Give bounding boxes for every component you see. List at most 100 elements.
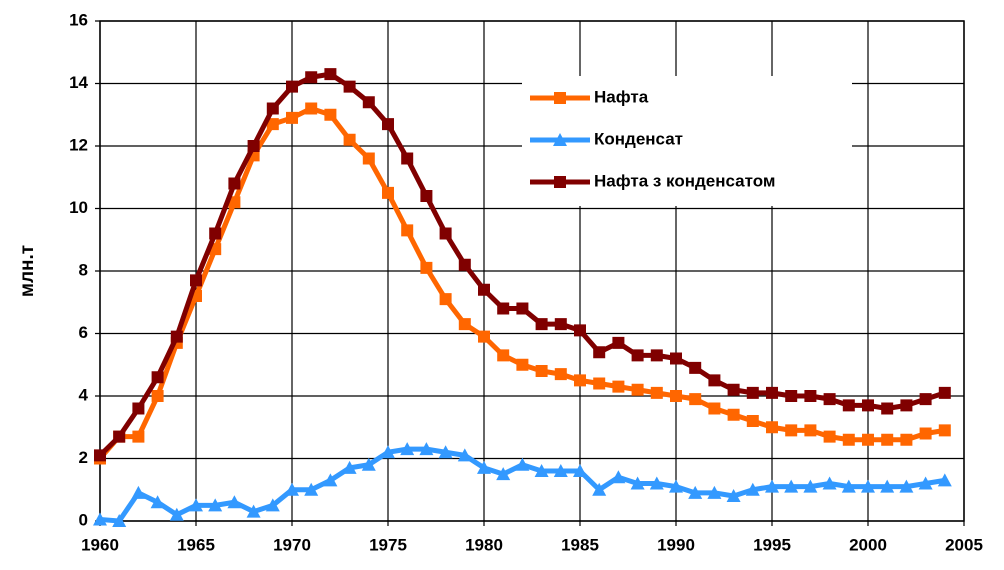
point [304,482,319,496]
point [208,498,223,512]
point [900,433,913,446]
x-tick-label: 1970 [273,535,311,554]
point [842,399,855,412]
point [611,470,626,484]
point [554,368,567,381]
legend-label: Конденсат [594,129,683,148]
point [228,177,241,190]
point [458,318,471,331]
point [804,390,817,402]
point [190,274,202,287]
point [574,374,586,387]
point [766,386,778,399]
point [189,498,203,512]
point [362,96,375,109]
x-tick-label: 1990 [657,535,695,554]
point [726,489,741,502]
y-tick-label: 6 [79,323,88,342]
point [745,482,760,496]
point [785,390,798,402]
point [132,402,145,415]
point [419,442,434,456]
point [516,358,529,371]
point [708,374,721,387]
point [457,448,472,462]
point [573,464,587,477]
point [593,377,606,390]
plot-border [99,20,965,522]
point [266,118,279,131]
point [899,479,914,493]
point [305,102,318,115]
x-tick-label: 1960 [81,535,119,554]
point [554,318,567,331]
point [266,102,279,115]
legend-marker [553,133,567,146]
point [612,380,625,393]
y-tick-label: 16 [69,10,88,29]
legend-marker [554,92,566,104]
point [131,485,146,499]
point [497,349,510,362]
point [727,408,740,421]
point [670,352,682,365]
y-tick-label: 10 [69,198,88,217]
point [881,402,894,415]
point [630,476,645,490]
point [669,479,683,493]
y-tick-label: 2 [79,448,88,467]
x-tick-label: 1975 [369,535,407,554]
point [169,507,184,521]
point [593,346,606,359]
point [861,479,875,493]
point [438,445,453,459]
point [382,186,394,199]
x-tick-label: 1965 [177,535,215,554]
point [478,283,490,296]
point [881,433,894,446]
point [150,495,165,509]
point [420,190,433,202]
legend-marker [554,176,566,188]
point [823,393,836,406]
point [804,424,817,437]
point [496,467,511,481]
x-tick-label: 1980 [465,535,503,554]
point [841,479,856,493]
point [803,479,818,493]
point [688,485,703,499]
point [382,118,394,131]
x-tick-label: 1995 [753,535,791,554]
point [381,445,395,459]
point [305,71,318,84]
point [516,302,529,315]
point [822,476,837,490]
point [612,336,625,349]
point [727,383,740,396]
point [400,442,415,456]
point [497,302,510,315]
point [918,476,933,490]
point [574,324,586,337]
legend-label: Нафта з конденсатом [594,171,775,190]
y-axis-label: млн.т [17,245,38,297]
point [823,430,836,443]
point [113,430,126,443]
point [689,393,702,406]
point [286,80,298,93]
point [132,430,145,443]
point [919,393,932,406]
x-tick-label: 1985 [561,535,599,554]
point [880,479,895,493]
point [842,433,855,446]
point [535,365,548,377]
y-tick-label: 14 [69,73,88,92]
legend-label: Нафта [594,87,649,106]
point [938,424,951,437]
x-tick-label: 2000 [849,535,887,554]
point [478,330,490,343]
point [534,464,549,477]
point [94,449,106,462]
point [209,227,222,240]
